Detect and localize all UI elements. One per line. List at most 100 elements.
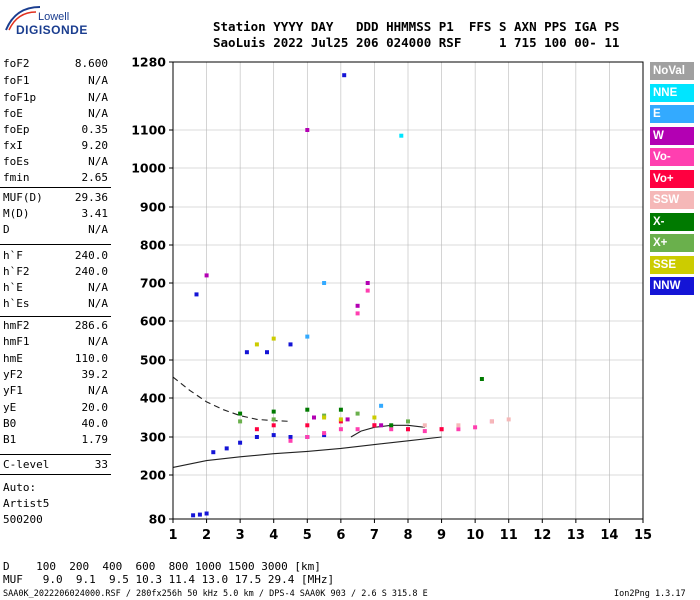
- echo-point-vominus: [355, 311, 360, 316]
- echo-point-ssw: [422, 423, 427, 428]
- param-name: h`F: [3, 249, 23, 262]
- y-tick-label: 700: [140, 276, 166, 291]
- echo-point-voplus: [305, 423, 310, 428]
- autoscale-program: Artist5: [3, 497, 50, 510]
- x-tick-label: 11: [500, 528, 518, 543]
- param-name: D: [3, 223, 10, 236]
- echo-point-e: [322, 281, 327, 285]
- x-tick-label: 1: [168, 528, 177, 543]
- digisonde-logo-swoosh-icon: [5, 6, 41, 31]
- echo-point-vominus: [322, 431, 327, 436]
- legend-item-voplus: Vo+: [650, 169, 694, 188]
- legend-item-e: E: [650, 105, 694, 123]
- echo-point-nnw: [244, 350, 249, 355]
- echo-point-xminus: [305, 407, 310, 412]
- param-value: 240.0: [74, 265, 108, 278]
- x-tick-label: 10: [466, 528, 484, 543]
- echo-point-xminus: [271, 409, 276, 414]
- echo-point-sse: [322, 415, 327, 420]
- param-value: N/A: [88, 91, 108, 104]
- echo-point-xplus: [238, 419, 243, 424]
- x-tick-label: 3: [236, 528, 245, 543]
- param-value: 110.0: [74, 352, 108, 365]
- separator-line: [0, 244, 111, 245]
- echo-point-w: [305, 128, 310, 132]
- param-name: C-level: [3, 458, 50, 471]
- param-name: yF2: [3, 368, 23, 381]
- echo-point-ssw: [456, 423, 461, 428]
- y-tick-label: 800: [140, 238, 166, 253]
- echo-point-vominus: [389, 427, 394, 432]
- echo-point-nnw: [288, 435, 293, 439]
- chart-axes: 1 2 3 4 5 6 7 8 9 10 11 12 13 14 158020030040050060070…: [131, 55, 652, 544]
- echo-point-nnw: [204, 511, 209, 516]
- echo-point-xminus: [479, 377, 484, 381]
- x-tick-label: 15: [634, 528, 652, 543]
- param-value: 39.2: [81, 368, 109, 381]
- echo-point-sse: [271, 336, 276, 341]
- param-value: N/A: [88, 297, 108, 310]
- echo-point-w: [355, 303, 360, 308]
- echo-point-w: [365, 281, 370, 285]
- param-name: foEp: [3, 123, 30, 136]
- echo-point-xminus: [238, 411, 243, 416]
- logo-digisonde-text: DIGISONDE: [16, 23, 88, 37]
- chart-grid: [172, 61, 644, 520]
- echo-point-xplus: [271, 417, 276, 422]
- echo-point-w: [379, 423, 384, 428]
- y-tick-label: 1000: [131, 161, 166, 176]
- param-name: hmF2: [3, 319, 30, 332]
- param-value: 33: [94, 458, 108, 471]
- param-name: h`E: [3, 281, 23, 294]
- echo-point-xminus: [389, 423, 394, 428]
- legend-item-nne: NNE: [650, 83, 694, 102]
- param-name: h`Es: [3, 297, 30, 310]
- echo-point-e: [379, 403, 384, 408]
- echo-point-vominus: [422, 429, 427, 434]
- y-tick-label: 1100: [131, 123, 166, 138]
- param-value: N/A: [88, 223, 108, 236]
- param-value: N/A: [88, 335, 108, 348]
- y-tick-label: 1280: [131, 55, 166, 70]
- profile-curve: [172, 436, 442, 468]
- separator-line: [0, 316, 111, 317]
- echo-point-voplus: [439, 427, 444, 432]
- y-tick-label: 200: [140, 468, 166, 483]
- param-name: yF1: [3, 384, 23, 397]
- param-name: hmF1: [3, 335, 30, 348]
- param-value: 20.0: [81, 401, 109, 414]
- echo-point-w: [204, 273, 209, 278]
- echo-point-vominus: [355, 427, 360, 432]
- param-name: B0: [3, 417, 17, 430]
- autoscale-label: Auto:: [3, 481, 37, 494]
- legend-item-ssw: SSW: [650, 191, 694, 209]
- x-tick-label: 13: [567, 528, 585, 543]
- param-name: MUF(D): [3, 191, 43, 204]
- echo-point-sse: [338, 417, 343, 422]
- echo-point-voplus: [406, 427, 410, 432]
- echo-point-nnw: [288, 342, 293, 347]
- file-info: SAA0K_2022206024000.RSF / 280fx256h 50 k…: [3, 589, 428, 599]
- echo-point-vominus: [288, 438, 293, 443]
- param-name: foF1: [3, 74, 30, 87]
- echo-point-nnw: [254, 435, 259, 439]
- param-value: 0.35: [81, 123, 109, 136]
- param-name: foEs: [3, 155, 30, 168]
- autoscale-version: 500200: [3, 513, 43, 526]
- echo-point-e: [305, 334, 310, 339]
- legend-item-w: W: [650, 126, 694, 145]
- param-value: 286.6: [74, 319, 108, 332]
- echo-point-vominus: [473, 425, 478, 430]
- param-value: 2.65: [81, 171, 109, 184]
- echo-point-nnw: [342, 73, 347, 78]
- separator-line: [0, 454, 111, 455]
- echo-point-vominus: [365, 288, 370, 293]
- x-tick-label: 2: [202, 528, 211, 543]
- legend-item-xminus: X-: [650, 212, 694, 231]
- echo-point-nnw: [265, 350, 269, 355]
- legend-item-vominus: Vo-: [650, 148, 694, 166]
- echo-point-nnw: [238, 440, 243, 445]
- param-name: fmin: [3, 171, 30, 184]
- param-value: N/A: [88, 281, 108, 294]
- program-version: Ion2Png 1.3.17: [614, 589, 686, 599]
